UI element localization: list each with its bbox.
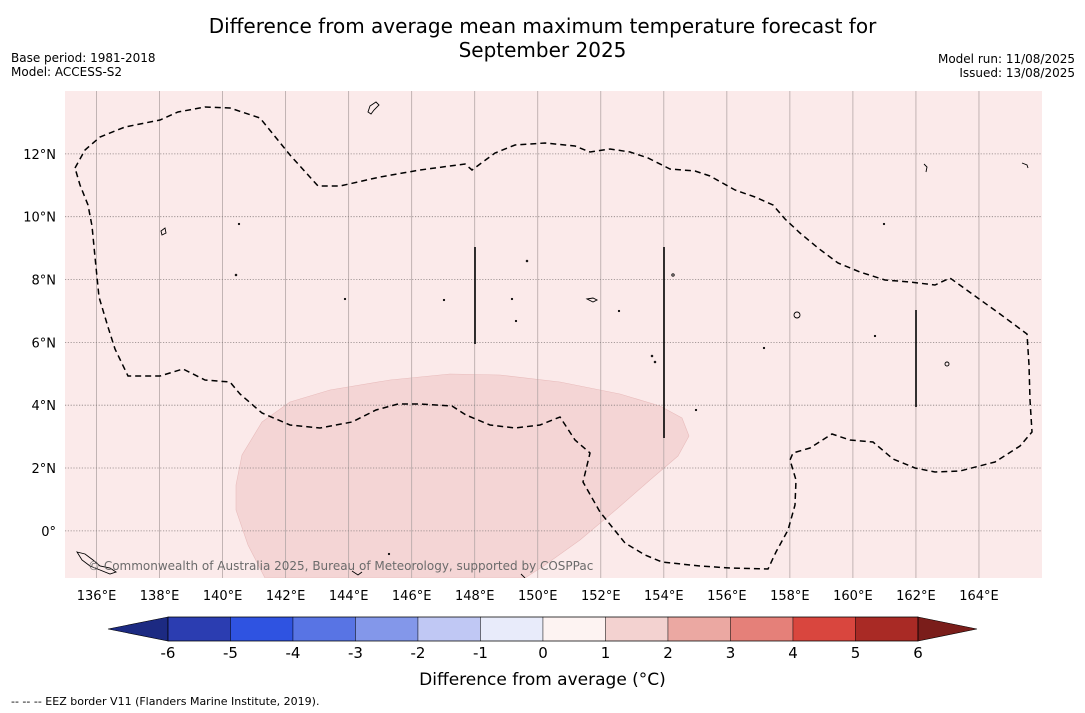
colorbar: -6 -5 -4 -3 -2 -1 0 1 2 3 4 5 6: [107, 616, 978, 662]
colorbar-tick-label: -6: [161, 644, 176, 662]
lon-tick-label: 158°E: [770, 589, 810, 604]
title-line-1: Difference from average mean maximum tem…: [208, 14, 877, 38]
lon-tick-label: 162°E: [896, 589, 936, 604]
colorbar-segment: [292, 616, 356, 642]
island-north-png: [76, 551, 118, 575]
island-10: [442, 298, 446, 302]
colorbar-segment: [730, 616, 794, 642]
lon-tick-label: 142°E: [266, 589, 306, 604]
lat-tick-label: 6°N: [32, 336, 57, 351]
lon-tick-label: 150°E: [518, 589, 558, 604]
island-24: [387, 552, 391, 556]
lon-tick-label: 148°E: [455, 589, 495, 604]
island-guam: [367, 101, 380, 115]
colorbar-tick-label: 0: [538, 644, 548, 662]
colorbar-labels: -6 -5 -4 -3 -2 -1 0 1 2 3 4 5 6: [161, 644, 923, 662]
model-run-date: Model run: 11/08/2025: [937, 52, 1075, 66]
lon-tick-label: 140°E: [203, 589, 243, 604]
lat-tick-label: 8°N: [32, 274, 57, 289]
colorbar-tick-label: -5: [223, 644, 238, 662]
island-11: [510, 297, 514, 301]
colorbar-segment: [542, 616, 606, 642]
lat-tick-label: 0°: [41, 525, 56, 540]
island-12: [514, 319, 518, 323]
colorbar-title: Difference from average (°C): [419, 670, 666, 690]
lat-tick-label: 2°N: [32, 462, 57, 477]
colorbar-tick-label: 1: [601, 644, 611, 662]
colorbar-segments: [167, 616, 919, 642]
title-line-2: September 2025: [458, 38, 627, 62]
latitude-tick-labels: 12°N 10°N 8°N 6°N 4°N 2°N 0°: [23, 148, 56, 540]
island-22: [351, 570, 363, 576]
lon-tick-label: 136°E: [77, 589, 117, 604]
lon-tick-label: 156°E: [707, 589, 747, 604]
island-19: [694, 408, 698, 412]
lat-tick-label: 10°N: [23, 211, 56, 226]
longitude-tick-labels: 136°E 138°E 140°E 142°E 144°E 146°E 148°E 150°E…: [77, 589, 999, 604]
island-9: [343, 297, 347, 301]
lon-tick-label: 160°E: [833, 589, 873, 604]
island-13: [617, 309, 621, 313]
colorbar-segment: [355, 616, 419, 642]
island-7: [234, 273, 238, 277]
island-14: [650, 354, 654, 358]
island-23: [520, 573, 526, 578]
run-info: Model run: 11/08/2025 Issued: 13/08/2025: [938, 52, 1075, 80]
colorbar-extend-high: [917, 616, 978, 642]
island-20: [923, 163, 928, 173]
island-2: [793, 311, 801, 319]
issued-date: Issued: 13/08/2025: [959, 66, 1075, 80]
colorbar-segment: [667, 616, 731, 642]
island-18: [882, 222, 886, 226]
colorbar-extend-low: [107, 616, 169, 642]
map-title: Difference from average mean maximum tem…: [0, 14, 1085, 62]
lon-tick-label: 144°E: [329, 589, 369, 604]
colorbar-tick-label: -1: [473, 644, 488, 662]
colorbar-tick-label: 3: [726, 644, 736, 662]
lon-tick-label: 138°E: [140, 589, 180, 604]
eez-border: [74, 106, 1033, 570]
colorbar-segment: [792, 616, 856, 642]
colorbar-segment: [230, 616, 294, 642]
lon-tick-label: 154°E: [644, 589, 684, 604]
colorbar-tick-label: 4: [788, 644, 798, 662]
island-16: [762, 346, 766, 350]
lon-tick-label: 152°E: [581, 589, 621, 604]
eez-legend-note: -- -- -- EEZ border V11 (Flanders Marine…: [11, 695, 320, 708]
colorbar-outline: [167, 616, 919, 642]
island-3: [585, 297, 599, 303]
island-17: [873, 334, 877, 338]
island-6: [525, 259, 529, 263]
island-coastlines: [76, 101, 1029, 578]
lon-tick-label: 146°E: [392, 589, 432, 604]
island-8: [237, 222, 241, 226]
colorbar-tick-label: -3: [348, 644, 363, 662]
lat-tick-label: 12°N: [23, 148, 56, 163]
colorbar-tick-label: 2: [663, 644, 673, 662]
island-4: [944, 361, 950, 367]
colorbar-segment: [605, 616, 669, 642]
island-15: [653, 360, 657, 364]
colorbar-tick-label: -4: [286, 644, 301, 662]
base-period: Base period: 1981-2018: [11, 51, 156, 65]
colorbar-segment: [855, 616, 919, 642]
model-info: Base period: 1981-2018 Model: ACCESS-S2: [11, 51, 156, 79]
lat-tick-label: 4°N: [32, 399, 57, 414]
colorbar-segment: [480, 616, 544, 642]
colorbar-segment: [417, 616, 481, 642]
island-21: [1021, 162, 1029, 169]
graticule: [65, 91, 1042, 578]
colorbar-tick-label: -2: [411, 644, 426, 662]
island-5: [671, 273, 675, 277]
colorbar-tick-label: 6: [913, 644, 923, 662]
model-name: Model: ACCESS-S2: [11, 65, 123, 79]
island-1: [160, 227, 167, 236]
colorbar-tick-label: 5: [851, 644, 861, 662]
lon-tick-label: 164°E: [959, 589, 999, 604]
copyright-notice: © Commonwealth of Australia 2025, Bureau…: [88, 559, 593, 573]
colorbar-segment: [167, 616, 231, 642]
